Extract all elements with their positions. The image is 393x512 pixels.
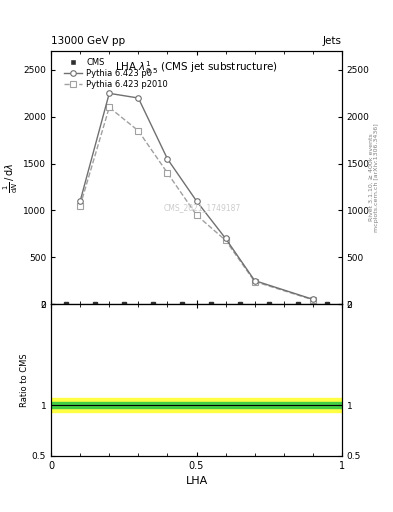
- Bar: [51, 398, 342, 412]
- Bar: [51, 402, 342, 408]
- Y-axis label: $\frac{1}{\mathrm{d}N}\,/\,\mathrm{d}\lambda$: $\frac{1}{\mathrm{d}N}\,/\,\mathrm{d}\la…: [2, 163, 20, 193]
- Y-axis label: Ratio to CMS: Ratio to CMS: [20, 353, 29, 407]
- Y-axis label: Rivet 3.1.10, ≥ 400k events
mcplots.cern.ch [arXiv:1306.3436]: Rivet 3.1.10, ≥ 400k events mcplots.cern…: [369, 123, 379, 232]
- Text: Jets: Jets: [323, 36, 342, 46]
- Text: 13000 GeV pp: 13000 GeV pp: [51, 36, 125, 46]
- Text: CMS_2021_1749187: CMS_2021_1749187: [164, 203, 241, 212]
- X-axis label: LHA: LHA: [185, 476, 208, 486]
- Text: LHA $\lambda^{1}_{0.5}$ (CMS jet substructure): LHA $\lambda^{1}_{0.5}$ (CMS jet substru…: [115, 59, 278, 76]
- Legend: CMS, Pythia 6.423 p0, Pythia 6.423 p2010: CMS, Pythia 6.423 p0, Pythia 6.423 p2010: [64, 58, 168, 89]
